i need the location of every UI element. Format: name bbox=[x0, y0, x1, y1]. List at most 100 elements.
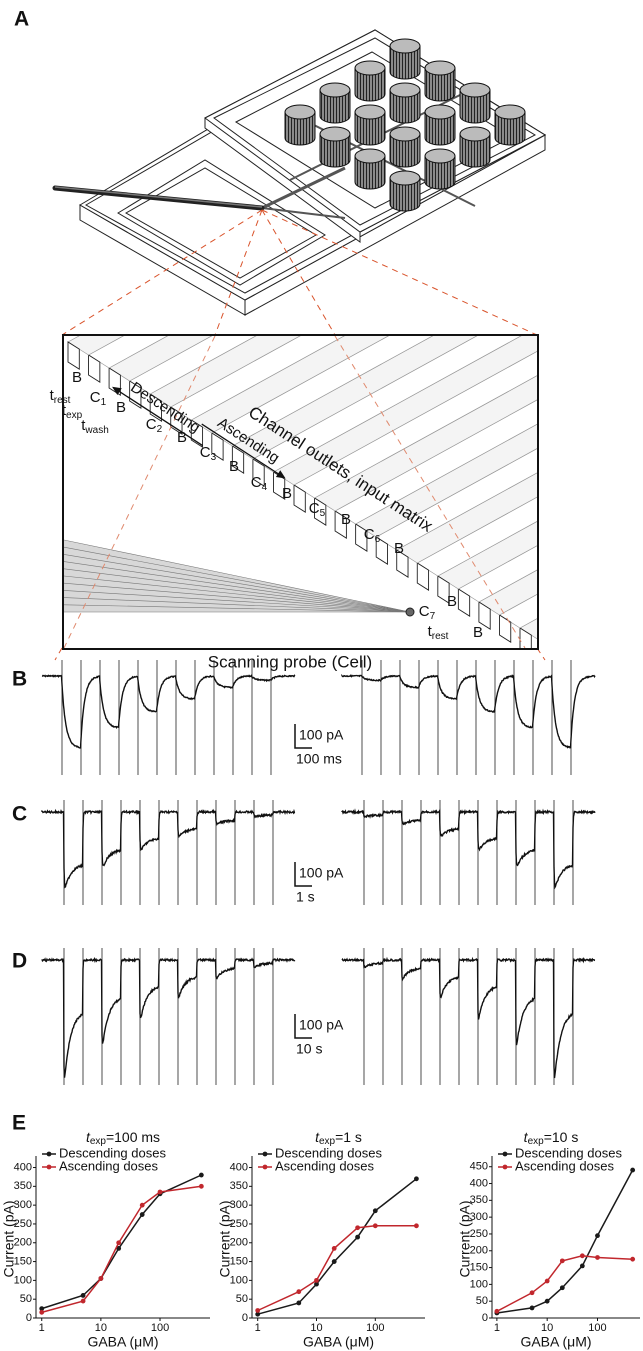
outlet bbox=[129, 380, 142, 409]
well bbox=[319, 133, 351, 168]
well-top bbox=[319, 82, 351, 98]
probe-fan-line bbox=[64, 561, 411, 613]
zoom-box: Channel outlets, input matrix Descending… bbox=[62, 334, 539, 650]
current-trace bbox=[41, 808, 296, 889]
outlet-label: B bbox=[341, 511, 351, 528]
y-tick-label: 300 bbox=[14, 1199, 32, 1211]
outlet-label-base: C bbox=[309, 500, 320, 517]
x-tick-label: 100 bbox=[366, 1322, 384, 1334]
probe-fan-line bbox=[64, 539, 411, 613]
well-top bbox=[389, 126, 421, 142]
outlet-label: B bbox=[177, 429, 187, 446]
well bbox=[424, 111, 456, 146]
outlet-label: B bbox=[473, 624, 483, 641]
probe-fan-line bbox=[64, 604, 411, 613]
outlet-label-base: B bbox=[394, 540, 404, 557]
y-tick-label: 150 bbox=[14, 1255, 32, 1267]
channel-top bbox=[375, 448, 537, 551]
outlet-label: twash bbox=[81, 417, 109, 436]
outlet-label-base: C bbox=[146, 416, 157, 433]
outlet-label: trest bbox=[428, 623, 449, 642]
well-top bbox=[424, 60, 456, 76]
outlet-label-sub: rest bbox=[54, 395, 71, 406]
well bbox=[389, 89, 421, 124]
well-top bbox=[354, 104, 386, 120]
chart-title: texp=1 s bbox=[315, 1129, 362, 1147]
outlet bbox=[355, 523, 368, 552]
channel-top bbox=[519, 618, 537, 640]
chart-title-sub: exp bbox=[90, 1136, 107, 1147]
outlet-label-base: C bbox=[419, 603, 430, 620]
x-tick-label: 10 bbox=[541, 1322, 553, 1334]
well bbox=[494, 111, 526, 146]
data-point bbox=[414, 1176, 419, 1182]
data-point bbox=[355, 1234, 361, 1240]
panel-label: E bbox=[12, 1112, 26, 1135]
x-tick-label: 1 bbox=[39, 1322, 45, 1334]
channel-top bbox=[354, 423, 537, 538]
outlet bbox=[519, 627, 532, 648]
data-point bbox=[544, 1298, 550, 1304]
well-top bbox=[354, 148, 386, 164]
data-point bbox=[559, 1285, 565, 1291]
data-point bbox=[414, 1223, 419, 1229]
legend-marker bbox=[46, 1151, 52, 1157]
outlet-label-base: C bbox=[200, 444, 211, 461]
outlet-label: trest bbox=[50, 387, 71, 406]
y-tick-label: 400 bbox=[230, 1161, 248, 1173]
channel-top bbox=[211, 336, 434, 447]
x-axis-label: GABA (μM) bbox=[303, 1334, 374, 1350]
y-tick-label: 350 bbox=[14, 1180, 32, 1192]
data-point bbox=[331, 1259, 337, 1264]
y-tick-label: 150 bbox=[230, 1255, 248, 1267]
scale-time: 1 s bbox=[296, 889, 315, 905]
outlet-label-base: t bbox=[428, 623, 433, 640]
chart-title-text: =10 s bbox=[544, 1129, 579, 1145]
scale-current: 100 pA bbox=[299, 727, 344, 743]
scale-bar bbox=[294, 862, 312, 887]
outlet-label-sub: 5 bbox=[320, 508, 326, 519]
outlet-label-base: t bbox=[81, 417, 86, 434]
channel-top bbox=[416, 496, 537, 577]
y-tick-label: 50 bbox=[476, 1295, 488, 1307]
outlet bbox=[293, 484, 306, 513]
outlet-label: C2 bbox=[146, 416, 163, 435]
data-point bbox=[630, 1167, 636, 1173]
data-point bbox=[80, 1293, 86, 1298]
chart-title-sub: exp bbox=[528, 1136, 545, 1147]
probe-fan-line bbox=[64, 582, 411, 613]
series-line bbox=[41, 1174, 202, 1310]
channel-top bbox=[87, 336, 168, 369]
panel-label: B bbox=[12, 668, 27, 691]
panel-label: D bbox=[12, 950, 27, 973]
outlet-label: C5 bbox=[309, 500, 326, 519]
legend-label: Descending doses bbox=[59, 1145, 166, 1160]
outlet-label: B bbox=[282, 485, 292, 502]
well-top bbox=[424, 148, 456, 164]
y-tick-label: 400 bbox=[470, 1177, 488, 1189]
data-point bbox=[198, 1183, 204, 1189]
data-point bbox=[372, 1223, 378, 1229]
outlet-label-base: B bbox=[341, 511, 351, 528]
outlet-label: C7 bbox=[419, 603, 436, 622]
well-top bbox=[354, 60, 386, 76]
outlet-label-base: B bbox=[473, 624, 483, 641]
outlet bbox=[88, 354, 101, 383]
well bbox=[284, 111, 316, 146]
data-point bbox=[39, 1306, 45, 1311]
y-tick-label: 100 bbox=[230, 1274, 248, 1286]
data-point bbox=[544, 1278, 550, 1284]
data-point bbox=[314, 1281, 319, 1287]
legend-label: Descending doses bbox=[275, 1145, 382, 1160]
well-top bbox=[284, 104, 316, 120]
data-point bbox=[139, 1212, 145, 1217]
y-tick-label: 150 bbox=[470, 1261, 488, 1273]
well-top bbox=[494, 104, 526, 120]
well-top bbox=[319, 126, 351, 142]
outlet bbox=[314, 497, 327, 526]
outlet-label: B bbox=[72, 369, 82, 386]
legend-marker bbox=[262, 1151, 268, 1157]
y-axis-label: Current (pA) bbox=[1, 1200, 17, 1277]
series-line bbox=[496, 1255, 633, 1312]
